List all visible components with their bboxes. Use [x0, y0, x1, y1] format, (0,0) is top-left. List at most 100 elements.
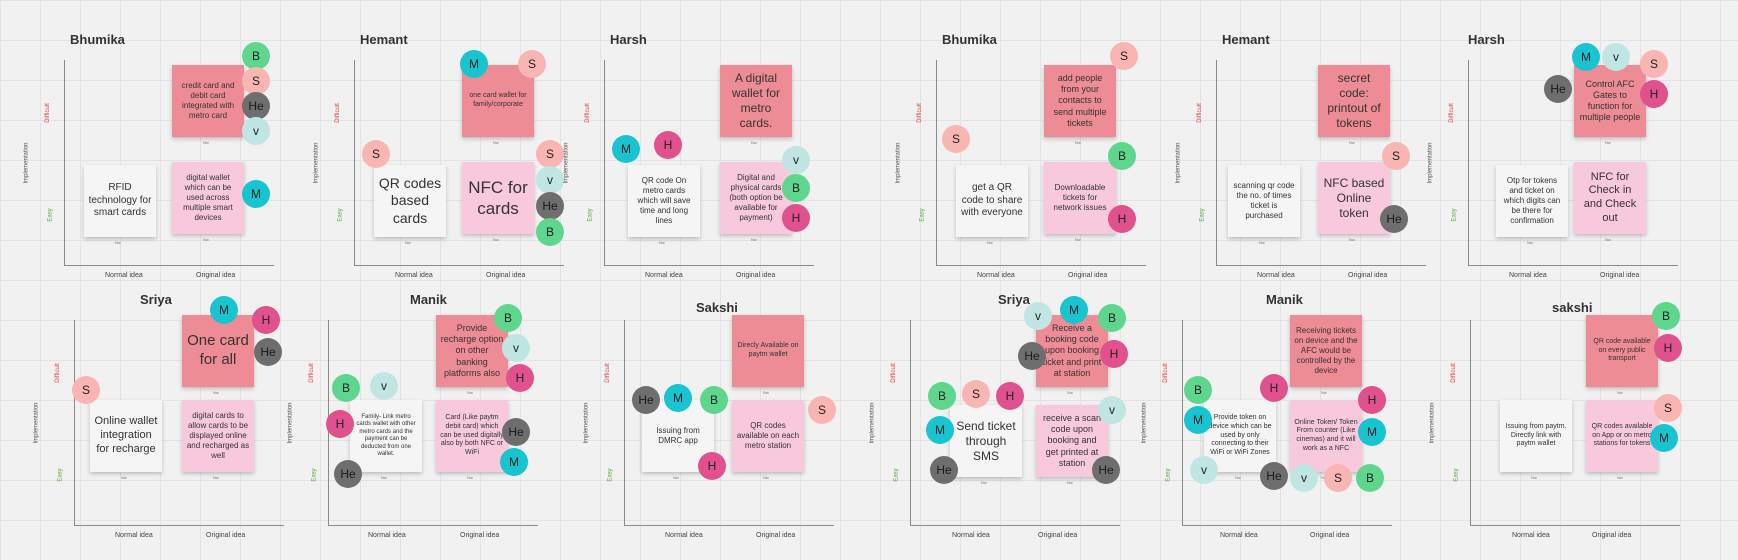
vote-badge[interactable]: He — [1018, 342, 1046, 370]
sticky-note[interactable]: receive a scan code upon booking and get… — [1036, 405, 1108, 477]
sticky-note[interactable]: Family- Link metro cards wallet with oth… — [350, 400, 422, 472]
vote-badge[interactable]: B — [536, 218, 564, 246]
vote-badge[interactable]: S — [1324, 464, 1352, 492]
sticky-note[interactable]: One card for all — [182, 315, 254, 387]
vote-badge[interactable]: M — [664, 384, 692, 412]
sticky-note[interactable]: Downloadable tickets for network issues — [1044, 162, 1116, 234]
sticky-note[interactable]: Provide token on device which can be use… — [1204, 400, 1276, 472]
vote-badge[interactable]: S — [72, 376, 100, 404]
sticky-note[interactable]: Direcly Available on paytm wallet — [732, 315, 804, 387]
vote-badge[interactable]: M — [1358, 418, 1386, 446]
vote-badge[interactable]: H — [782, 204, 810, 232]
vote-badge[interactable]: B — [494, 304, 522, 332]
vote-badge[interactable]: S — [1110, 42, 1138, 70]
vote-badge[interactable]: S — [962, 380, 990, 408]
vote-badge[interactable]: M — [242, 180, 270, 208]
vote-badge[interactable]: v — [1098, 396, 1126, 424]
vote-badge[interactable]: H — [506, 364, 534, 392]
sticky-note[interactable]: NFC based Online token — [1318, 162, 1390, 234]
vote-badge[interactable]: He — [1380, 205, 1408, 233]
vote-badge[interactable]: v — [1602, 43, 1630, 71]
sticky-note[interactable]: add people from your contacts to send mu… — [1044, 65, 1116, 137]
sticky-note[interactable]: Issuing from paytm. Directly link with p… — [1500, 400, 1572, 472]
vote-badge[interactable]: v — [370, 372, 398, 400]
vote-badge[interactable]: H — [1108, 205, 1136, 233]
sticky-note[interactable]: get a QR code to share with everyone — [956, 165, 1028, 237]
vote-badge[interactable]: B — [782, 174, 810, 202]
vote-badge[interactable]: v — [242, 117, 270, 145]
sticky-note[interactable]: Otp for tokens and ticket on which digit… — [1496, 165, 1568, 237]
sticky-note[interactable]: Receiving tickets on device and the AFC … — [1290, 315, 1362, 387]
vote-badge[interactable]: He — [1544, 75, 1572, 103]
vote-badge[interactable]: v — [1024, 302, 1052, 330]
vote-badge[interactable]: S — [1382, 142, 1410, 170]
vote-badge[interactable]: M — [1572, 43, 1600, 71]
sticky-note[interactable]: NFC for cards — [462, 162, 534, 234]
vote-badge[interactable]: S — [536, 140, 564, 168]
vote-badge[interactable]: B — [1356, 464, 1384, 492]
sticky-note[interactable]: Send ticket through SMS — [950, 405, 1022, 477]
vote-badge[interactable]: M — [926, 416, 954, 444]
vote-badge[interactable]: H — [698, 452, 726, 480]
sticky-note[interactable]: Digital and physical cards (both option … — [720, 162, 792, 234]
vote-badge[interactable]: S — [362, 140, 390, 168]
sticky-note[interactable]: credit card and debit card integrated wi… — [172, 65, 244, 137]
sticky-note[interactable]: QR code available on every public transp… — [1586, 315, 1658, 387]
vote-badge[interactable]: He — [536, 192, 564, 220]
sticky-note[interactable]: one card wallet for family/corporate — [462, 65, 534, 137]
vote-badge[interactable]: S — [1640, 50, 1668, 78]
vote-badge[interactable]: M — [612, 135, 640, 163]
sticky-note[interactable]: Card (Like paytm debit card) which can b… — [436, 400, 508, 472]
vote-badge[interactable]: B — [1184, 376, 1212, 404]
sticky-note[interactable]: Control AFC Gates to function for multip… — [1574, 65, 1646, 137]
vote-badge[interactable]: S — [242, 67, 270, 95]
vote-badge[interactable]: He — [502, 418, 530, 446]
sticky-note[interactable]: secret code: printout of tokens — [1318, 65, 1390, 137]
vote-badge[interactable]: S — [942, 125, 970, 153]
sticky-note[interactable]: Online wallet integration for recharge — [90, 400, 162, 472]
sticky-note[interactable]: QR codes available on each metro station — [732, 400, 804, 472]
vote-badge[interactable]: H — [996, 382, 1024, 410]
vote-badge[interactable]: S — [518, 50, 546, 78]
vote-badge[interactable]: H — [654, 131, 682, 159]
sticky-note[interactable]: Receive a booking code upon booking tick… — [1036, 315, 1108, 387]
sticky-note[interactable]: QR code On metro cards which will save t… — [628, 165, 700, 237]
vote-badge[interactable]: S — [1654, 394, 1682, 422]
vote-badge[interactable]: He — [632, 386, 660, 414]
vote-badge[interactable]: S — [808, 396, 836, 424]
sticky-note[interactable]: digital cards to allow cards to be displ… — [182, 400, 254, 472]
vote-badge[interactable]: H — [326, 410, 354, 438]
vote-badge[interactable]: He — [1260, 462, 1288, 490]
sticky-note[interactable]: QR codes based cards — [374, 165, 446, 237]
sticky-note[interactable]: Online Token/ Token From counter (Like c… — [1290, 400, 1362, 472]
vote-badge[interactable]: v — [502, 334, 530, 362]
vote-badge[interactable]: B — [1108, 142, 1136, 170]
vote-badge[interactable]: v — [536, 166, 564, 194]
vote-badge[interactable]: H — [1358, 386, 1386, 414]
vote-badge[interactable]: M — [460, 50, 488, 78]
vote-badge[interactable]: M — [1184, 406, 1212, 434]
vote-badge[interactable]: H — [1100, 340, 1128, 368]
vote-badge[interactable]: He — [1092, 456, 1120, 484]
vote-badge[interactable]: He — [254, 338, 282, 366]
vote-badge[interactable]: H — [1260, 374, 1288, 402]
sticky-note[interactable]: QR codes available on App or on metro st… — [1586, 400, 1658, 472]
vote-badge[interactable]: B — [928, 382, 956, 410]
vote-badge[interactable]: H — [252, 306, 280, 334]
vote-badge[interactable]: M — [1060, 296, 1088, 324]
vote-badge[interactable]: B — [242, 42, 270, 70]
vote-badge[interactable]: He — [242, 92, 270, 120]
vote-badge[interactable]: B — [1098, 304, 1126, 332]
vote-badge[interactable]: B — [332, 374, 360, 402]
vote-badge[interactable]: He — [930, 456, 958, 484]
vote-badge[interactable]: He — [334, 460, 362, 488]
vote-badge[interactable]: v — [782, 146, 810, 174]
vote-badge[interactable]: v — [1190, 456, 1218, 484]
sticky-note[interactable]: Provide recharge option on other banking… — [436, 315, 508, 387]
vote-badge[interactable]: B — [700, 386, 728, 414]
vote-badge[interactable]: H — [1640, 80, 1668, 108]
vote-badge[interactable]: B — [1652, 302, 1680, 330]
vote-badge[interactable]: H — [1654, 334, 1682, 362]
sticky-note[interactable]: A digital wallet for metro cards. — [720, 65, 792, 137]
sticky-note[interactable]: scanning qr code the no. of times ticket… — [1228, 165, 1300, 237]
